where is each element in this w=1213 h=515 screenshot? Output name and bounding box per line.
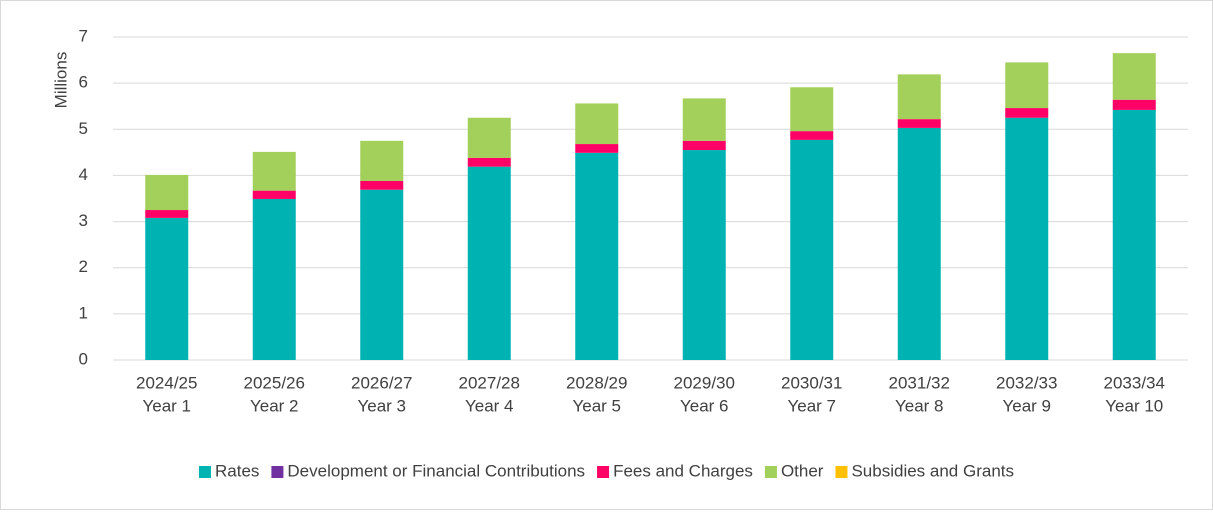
bar-segment [467,117,511,158]
bar-segment [790,87,834,132]
legend-swatch [271,466,284,478]
x-tick-label: 2030/31 [781,373,842,392]
legend-label: Development or Financial Contributions [287,461,585,480]
bar-segment [790,131,834,140]
x-tick-label: 2024/25 [136,373,197,392]
x-tick-label: Year 9 [1002,396,1051,415]
x-tick-label: 2031/32 [889,373,950,392]
x-tick-label: Year 5 [572,396,621,415]
x-tick-label: Year 7 [787,396,836,415]
bar-segment [145,174,189,211]
bar-segment [252,190,296,199]
y-tick-label: 0 [79,349,88,368]
legend-swatch [764,466,777,478]
x-tick-label: 2028/29 [566,373,627,392]
x-tick-label: 2033/34 [1104,373,1165,392]
bar-segment [145,217,189,360]
x-tick-label: Year 6 [680,396,729,415]
y-tick-label: 6 [79,73,88,92]
bar-segment [467,157,511,167]
bar-segment [252,198,296,360]
bar-segment [360,189,404,360]
legend-swatch [597,466,610,478]
bar-segment [897,119,941,128]
bar-segment [1112,99,1156,110]
bar-segment [897,74,941,120]
bar-segment [1005,117,1049,360]
bar-segment [575,103,619,145]
legend-swatch [835,466,848,478]
y-tick-label: 7 [79,26,88,45]
y-tick-label: 5 [79,119,88,138]
legend-label: Rates [215,461,259,480]
bar-segment [252,151,296,191]
bar-segment [575,144,619,153]
x-tick-label: 2025/26 [244,373,305,392]
x-tick-label: Year 8 [895,396,944,415]
x-tick-label: Year 3 [357,396,406,415]
bar-segment [682,98,726,141]
bar-segment [1112,109,1156,360]
y-tick-label: 1 [79,303,88,322]
y-tick-label: 2 [79,257,88,276]
x-tick-label: 2032/33 [996,373,1057,392]
bar-segment [467,166,511,360]
bar-segment [575,152,619,360]
y-axis-label: Millions [51,52,70,109]
bar-segment [897,127,941,360]
bar-segment [1005,62,1049,109]
bar-segment [682,140,726,151]
bar-segment [360,140,404,181]
legend-label: Fees and Charges [613,461,753,480]
x-tick-label: Year 1 [142,396,191,415]
y-tick-label: 3 [79,211,88,230]
bar-segment [145,210,189,218]
legend-label: Subsidies and Grants [851,461,1014,480]
legend-swatch [198,466,211,478]
x-tick-label: 2027/28 [459,373,520,392]
x-tick-label: 2026/27 [351,373,412,392]
bar-segment [360,180,404,190]
bar-segment [682,150,726,360]
y-tick-label: 4 [79,165,88,184]
x-tick-label: Year 10 [1105,396,1163,415]
bar-segment [1005,108,1049,118]
x-tick-label: 2029/30 [674,373,735,392]
x-tick-label: Year 4 [465,396,514,415]
bar-segment [790,139,834,360]
legend-label: Other [781,461,824,480]
bar-segment [1112,53,1156,100]
x-tick-label: Year 2 [250,396,299,415]
